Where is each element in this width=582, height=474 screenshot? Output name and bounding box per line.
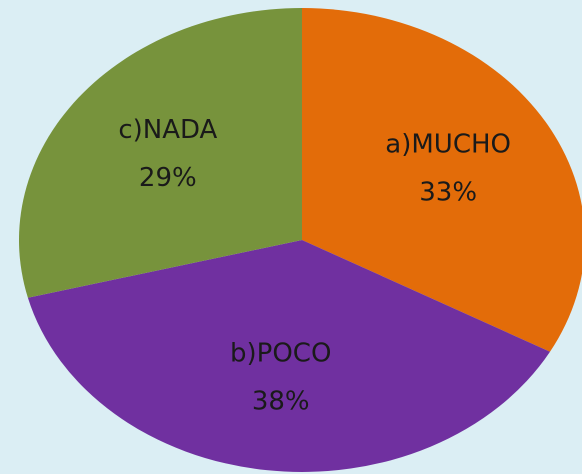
slice-value: 29%	[139, 163, 197, 193]
slice-category: a)MUCHO	[385, 130, 511, 160]
pie-slice	[18, 8, 302, 298]
pie-slice	[27, 240, 550, 472]
slice-value: 38%	[252, 387, 310, 417]
slice-category: c)NADA	[118, 115, 217, 145]
slice-value: 33%	[419, 178, 477, 208]
slice-category: b)POCO	[230, 339, 331, 369]
pie-slice	[302, 8, 582, 352]
